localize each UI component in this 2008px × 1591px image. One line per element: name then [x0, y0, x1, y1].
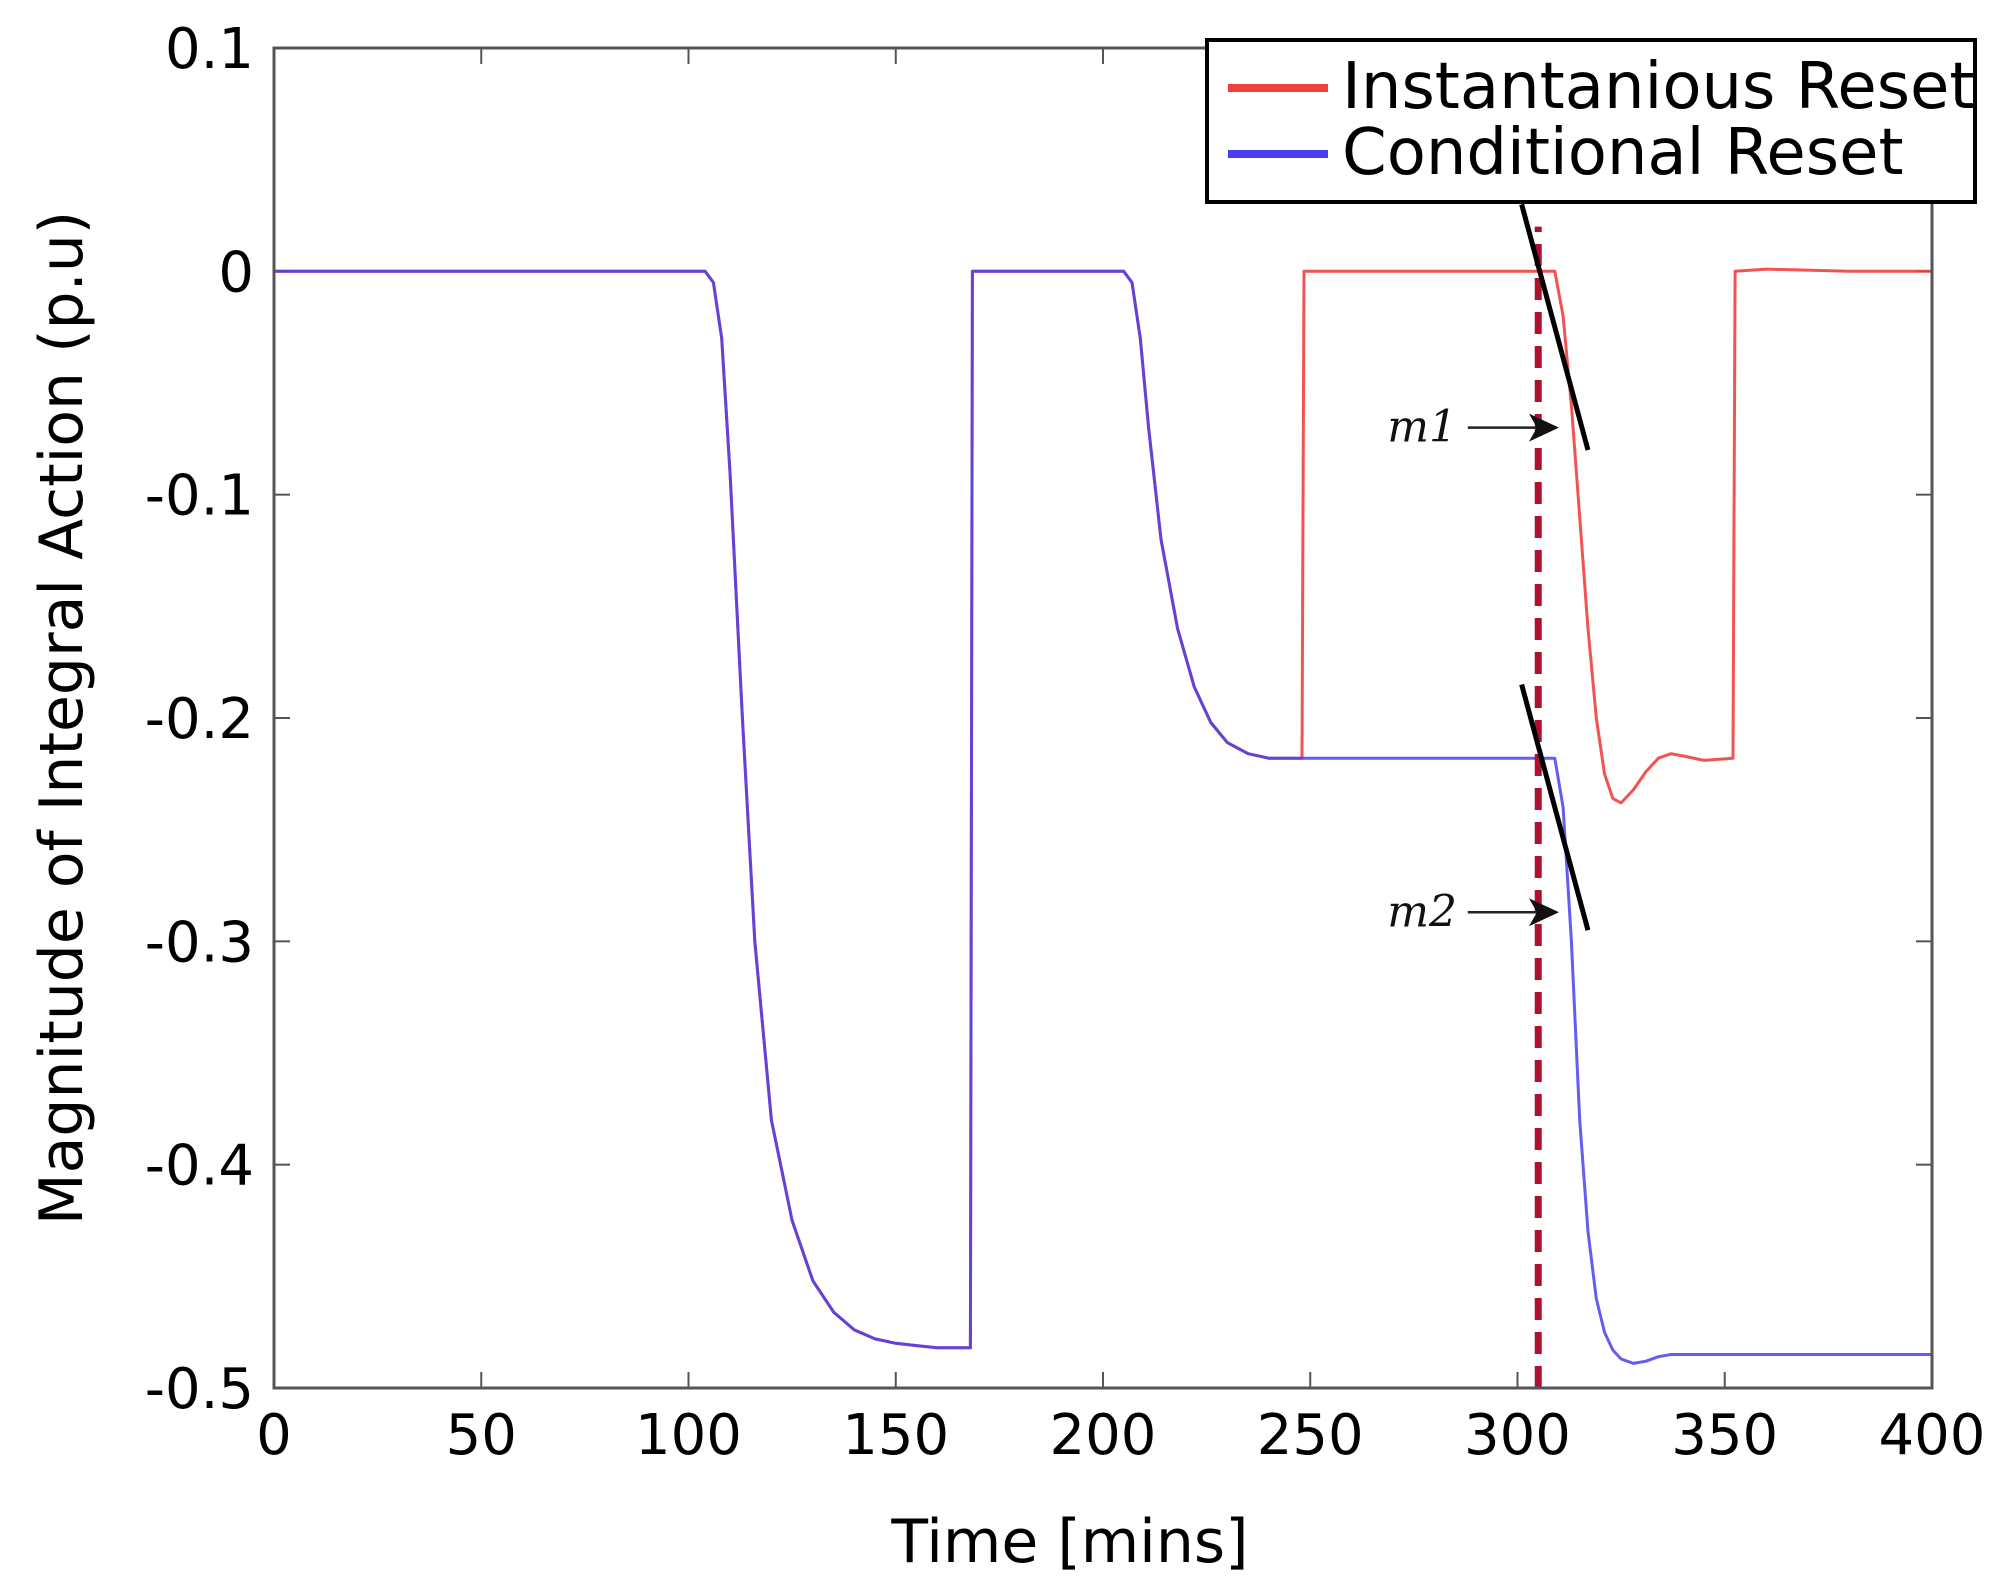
- tangent-line-m1: [1519, 203, 1591, 451]
- x-tick-label: 250: [1257, 1403, 1364, 1468]
- x-tick-label: 100: [635, 1403, 742, 1468]
- x-tick-label: 0: [256, 1403, 292, 1468]
- legend: Instantanious Reset Conditional Reset: [1205, 38, 1977, 204]
- y-tick-label: -0.5: [145, 1357, 254, 1422]
- x-tick-label: 200: [1050, 1403, 1157, 1468]
- y-tick-label: -0.4: [145, 1134, 254, 1199]
- plot-frame: [272, 46, 1934, 1390]
- tangent-line-m2: [1519, 683, 1591, 931]
- y-axis-label: Magnitude of Integral Action (p.u): [27, 211, 97, 1225]
- y-tick-label: -0.2: [145, 687, 254, 752]
- x-axis-label: Time [mins]: [890, 1507, 1248, 1577]
- annotation-label-m2: m2: [1387, 886, 1457, 937]
- legend-label-conditional-reset: Conditional Reset: [1342, 116, 1904, 190]
- arrow-head-m1: [1528, 413, 1559, 442]
- series-line-conditional-reset: [274, 269, 1932, 1365]
- y-tick-label: -0.1: [145, 464, 254, 529]
- annotation-label-m1: m1: [1387, 402, 1457, 453]
- plot-area: [274, 48, 1932, 1388]
- series-lines: [274, 267, 1932, 1365]
- legend-box: [1205, 38, 1977, 204]
- x-tick-label: 350: [1671, 1403, 1778, 1468]
- x-tick-label: 300: [1464, 1403, 1571, 1468]
- arrow-head-m2: [1528, 898, 1559, 927]
- x-tick-label: 50: [446, 1403, 517, 1468]
- annotations: m1 m2: [1387, 203, 1591, 1388]
- x-tick-label: 150: [842, 1403, 949, 1468]
- tick-labels: 0 50 100 150 200 250 300 350 400 0.1 0 -0.1 -0.2 -0.3…: [145, 17, 1986, 1468]
- y-tick-label: 0: [218, 240, 254, 305]
- y-tick-label: 0.1: [165, 17, 254, 82]
- x-tick-label: 400: [1879, 1403, 1986, 1468]
- y-tick-label: -0.3: [145, 910, 254, 975]
- legend-label-instantanious-reset: Instantanious Reset: [1342, 50, 1975, 124]
